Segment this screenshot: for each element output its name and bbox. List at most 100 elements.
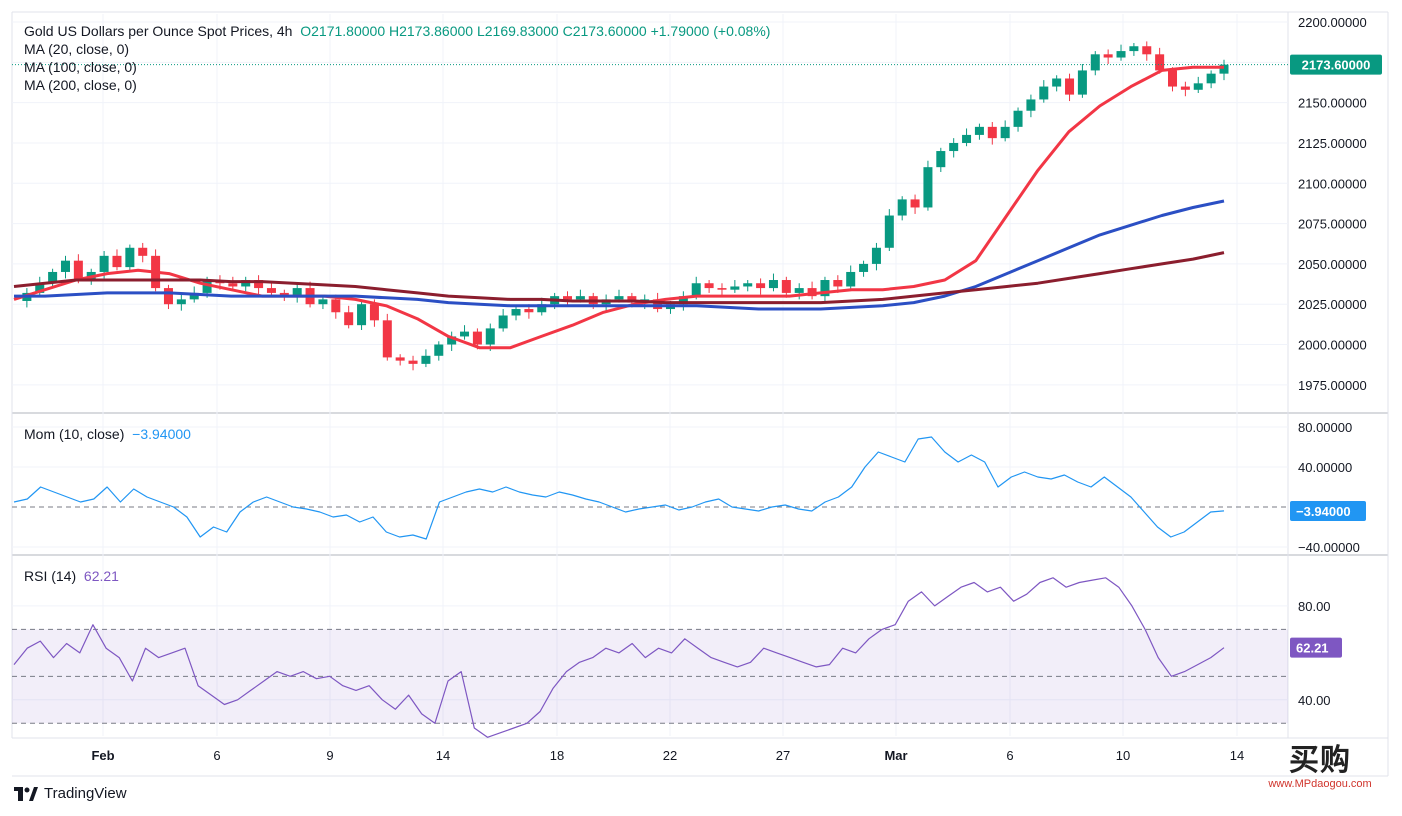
candle-body[interactable] [859,263,869,272]
candle-body[interactable] [202,280,212,293]
candle-body[interactable] [1142,46,1152,55]
candle-body[interactable] [743,283,753,287]
candle-body[interactable] [163,288,173,305]
candle-body[interactable] [369,304,379,321]
rsi-title[interactable]: RSI (14) [24,568,77,584]
candle-body[interactable] [627,296,637,303]
candle-body[interactable] [1065,78,1075,95]
candle-body[interactable] [871,247,881,264]
candle-body[interactable] [1013,110,1023,127]
candle-body[interactable] [936,151,946,168]
candle-body[interactable] [421,355,431,364]
candle-body[interactable] [704,283,714,289]
candle-body[interactable] [1052,78,1062,87]
candle-body[interactable] [176,299,186,305]
candle-body[interactable] [1168,70,1178,87]
candle-body[interactable] [846,271,856,287]
candle-body[interactable] [691,283,701,297]
candle-body[interactable] [125,247,135,268]
candle-body[interactable] [35,283,45,293]
candle-body[interactable] [292,288,302,297]
moving-average-lines[interactable] [13,65,1225,350]
ma200-line[interactable] [13,251,1225,305]
candle-body[interactable] [73,260,83,281]
candle-body[interactable] [498,315,508,329]
candle-body[interactable] [408,360,418,364]
candle-body[interactable] [537,304,547,313]
candle-body[interactable] [511,309,521,316]
candle-body[interactable] [833,280,843,287]
candle-body[interactable] [485,328,495,345]
candle-body[interactable] [1206,73,1216,84]
candle-body[interactable] [807,288,817,297]
candle-body[interactable] [382,320,392,358]
candle-body[interactable] [189,292,199,300]
candle-body[interactable] [241,280,251,287]
candle-body[interactable] [318,299,328,305]
candle-body[interactable] [1116,51,1126,58]
mom-path[interactable] [13,436,1225,540]
candle-body[interactable] [60,260,70,272]
candle-body[interactable] [563,296,573,300]
candle-body[interactable] [48,271,58,284]
candle-body[interactable] [910,199,920,208]
symbol-title[interactable]: Gold US Dollars per Ounce Spot Prices, 4… [24,23,293,39]
candle-body[interactable] [395,357,405,361]
candle-body[interactable] [717,288,727,290]
tradingview-brand[interactable]: TradingView [14,785,127,802]
candle-body[interactable] [781,280,791,293]
candle-body[interactable] [1090,54,1100,71]
candle-body[interactable] [987,126,997,139]
candle-body[interactable] [1193,83,1203,90]
candle-body[interactable] [923,167,933,208]
candle-body[interactable] [1077,70,1087,95]
candle-body[interactable] [653,299,663,310]
candle-body[interactable] [460,331,470,337]
candle-body[interactable] [447,336,457,345]
candle-body[interactable] [949,142,959,152]
rsi-path[interactable] [13,577,1225,738]
candle-body[interactable] [279,292,289,297]
ma200-legend[interactable]: MA (200, close, 0) [24,77,137,93]
candle-body[interactable] [820,280,830,297]
ma20-line[interactable] [13,65,1224,350]
candle-body[interactable] [112,255,122,268]
candle-body[interactable] [228,283,238,287]
candle-body[interactable] [472,331,482,345]
candle-body[interactable] [524,309,534,313]
ma100-line[interactable] [14,199,1225,311]
ma20-legend[interactable]: MA (20, close, 0) [24,41,130,57]
candle-body[interactable] [1000,126,1010,139]
candle-body[interactable] [897,199,907,216]
candle-body[interactable] [138,247,148,256]
candle-body[interactable] [768,280,778,289]
rsi-line[interactable] [13,577,1225,738]
candle-body[interactable] [1026,99,1036,111]
candle-body[interactable] [1180,86,1190,90]
candlestick-series[interactable] [22,41,1229,371]
candle-body[interactable] [331,299,341,313]
candle-body[interactable] [974,126,984,135]
candle-body[interactable] [1219,64,1229,74]
candle-body[interactable] [1155,54,1165,71]
candle-body[interactable] [434,344,444,356]
candle-body[interactable] [756,283,766,289]
candle-body[interactable] [1103,54,1113,58]
candle-body[interactable] [344,312,354,326]
momentum-line[interactable] [13,436,1225,540]
ma100-legend[interactable]: MA (100, close, 0) [24,59,137,75]
candle-body[interactable] [962,134,972,143]
candle-body[interactable] [884,215,894,248]
candle-body[interactable] [1129,46,1139,52]
candle-body[interactable] [266,288,276,293]
candle-body[interactable] [730,286,740,290]
candle-body[interactable] [794,288,804,293]
mom-title[interactable]: Mom (10, close) [24,426,125,442]
candle-body[interactable] [678,296,688,305]
candle-body[interactable] [575,296,585,300]
candle-body[interactable] [1039,86,1049,100]
candle-body[interactable] [99,255,109,272]
candle-body[interactable] [357,304,367,326]
candle-body[interactable] [254,280,264,289]
